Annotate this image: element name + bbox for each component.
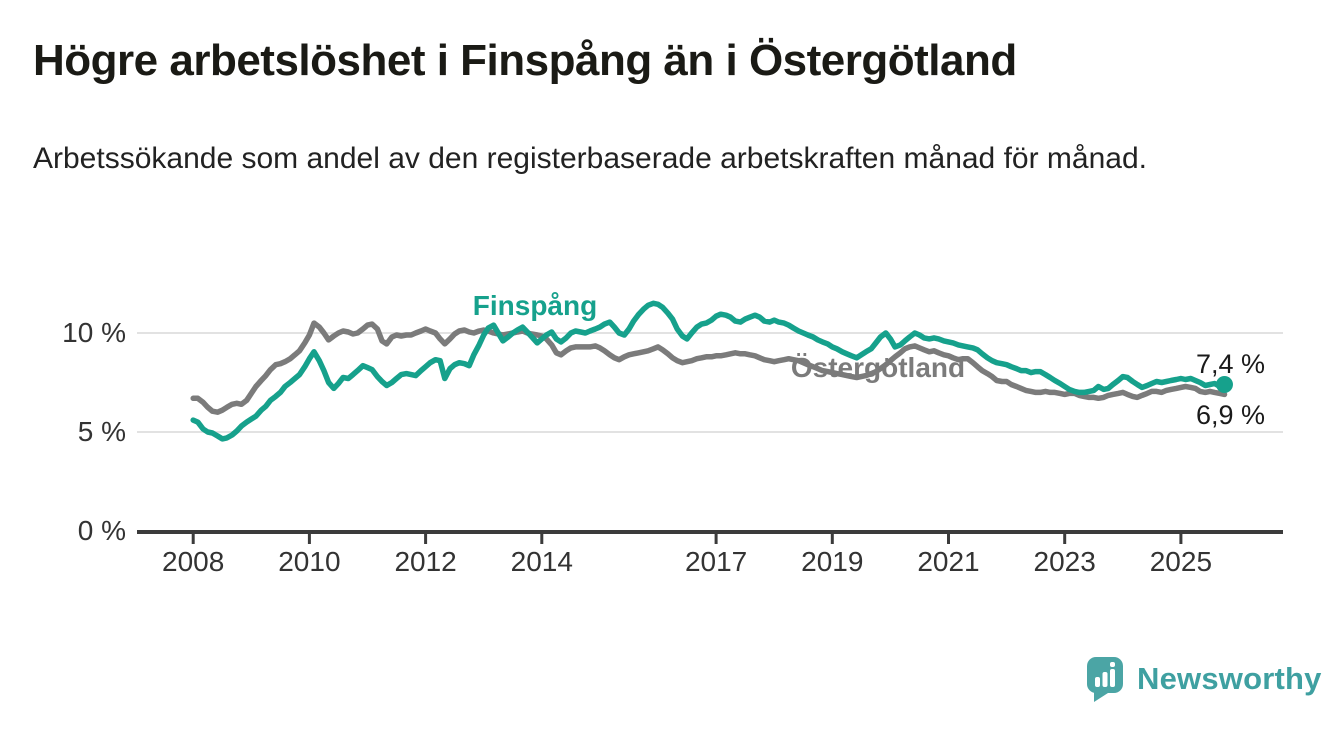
x-tick-label-2014: 2014 xyxy=(510,546,573,577)
x-tick-label-2010: 2010 xyxy=(278,546,341,577)
x-tick-label-2025: 2025 xyxy=(1149,546,1213,577)
newsworthy-bubble-icon xyxy=(1087,657,1123,702)
series-line-finspång xyxy=(190,300,1228,442)
series-label-finspang: Finspång xyxy=(472,290,598,321)
page-title: Högre arbetslöshet i Finspång än i Öster… xyxy=(33,36,1017,85)
x-tick-label-2023: 2023 xyxy=(1033,546,1096,577)
x-tick-label-2017: 2017 xyxy=(684,546,748,577)
chart-subtitle: Arbetssökande som andel av den registerb… xyxy=(33,142,1147,175)
end-value-label-ostergotland: 6,9 % xyxy=(1196,400,1266,430)
x-tick-label-2021: 2021 xyxy=(917,546,980,577)
x-tick-label-2012: 2012 xyxy=(394,546,457,577)
y-tick-label-0: 0 % xyxy=(77,515,126,546)
y-tick-label-5: 5 % xyxy=(77,416,126,447)
x-tick-label-2008: 2008 xyxy=(162,546,225,577)
series-line-östergötland xyxy=(190,320,1228,415)
y-tick-label-10: 10 % xyxy=(62,317,126,348)
series-label-ostergotland: Östergötland xyxy=(790,352,966,383)
newsworthy-wordmark: Newsworthy xyxy=(1137,661,1322,696)
end-value-label-finspang: 7,4 % xyxy=(1196,349,1266,379)
newsworthy-logo: Newsworthy xyxy=(1086,656,1322,702)
end-dot-finspång xyxy=(1215,375,1233,393)
x-tick-label-2019: 2019 xyxy=(801,546,864,577)
